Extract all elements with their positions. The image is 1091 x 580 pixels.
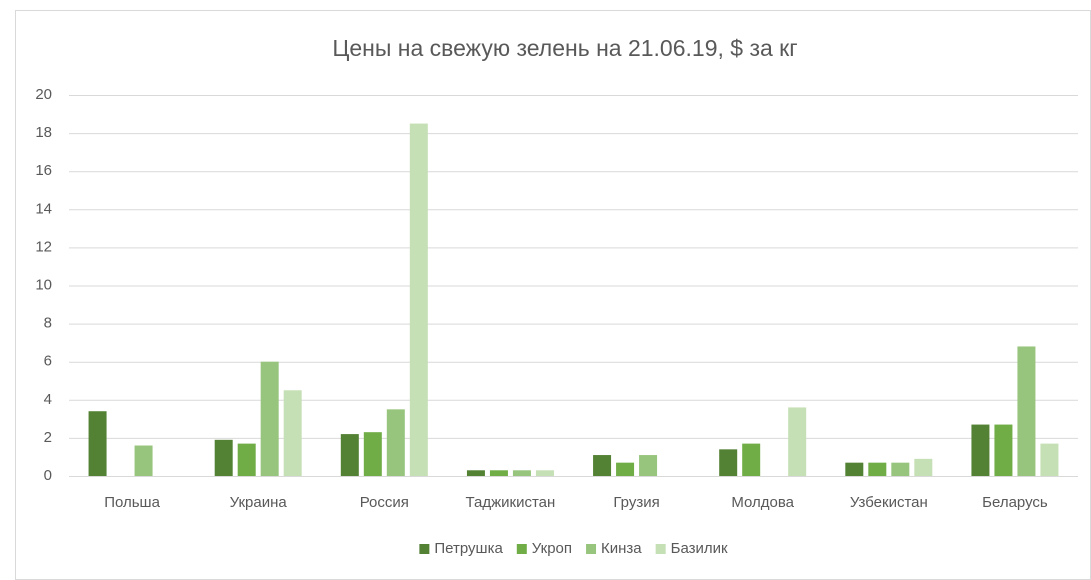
x-tick-label: Россия bbox=[360, 494, 409, 511]
bar bbox=[868, 462, 887, 476]
legend-swatch bbox=[586, 544, 597, 554]
y-tick-label: 20 bbox=[35, 86, 52, 103]
bar bbox=[88, 411, 107, 476]
bar bbox=[535, 470, 554, 476]
y-tick-label: 12 bbox=[35, 238, 52, 255]
y-tick-label: 4 bbox=[44, 391, 52, 408]
bar bbox=[214, 439, 233, 476]
legend-swatch bbox=[516, 544, 527, 554]
y-tick-label: 18 bbox=[35, 124, 52, 141]
legend-label: Петрушка bbox=[434, 540, 503, 557]
bar bbox=[719, 449, 738, 476]
y-tick-label: 8 bbox=[44, 315, 52, 332]
bar bbox=[994, 424, 1013, 476]
legend-label: Базилик bbox=[671, 540, 728, 557]
y-tick-label: 10 bbox=[35, 276, 52, 293]
bar bbox=[788, 407, 807, 476]
bar bbox=[260, 361, 279, 476]
bar bbox=[845, 462, 864, 476]
legend-label: Укроп bbox=[532, 540, 572, 557]
bar bbox=[340, 434, 359, 476]
y-tick-label: 16 bbox=[35, 162, 52, 179]
bar bbox=[971, 424, 990, 476]
x-tick-label: Беларусь bbox=[982, 494, 1048, 511]
y-tick-label: 0 bbox=[44, 467, 52, 484]
bar bbox=[512, 470, 531, 476]
chart-border bbox=[15, 10, 1091, 580]
y-tick-label: 6 bbox=[44, 353, 52, 370]
bar bbox=[1040, 443, 1059, 476]
bar bbox=[616, 462, 635, 476]
bar bbox=[386, 409, 405, 476]
bar bbox=[237, 443, 256, 476]
bar bbox=[1017, 346, 1036, 476]
bar bbox=[466, 470, 485, 476]
bar bbox=[891, 462, 910, 476]
bar bbox=[914, 458, 933, 476]
x-tick-label: Украина bbox=[230, 494, 288, 511]
bar bbox=[134, 445, 153, 476]
bar bbox=[639, 455, 658, 476]
bar bbox=[742, 443, 761, 476]
y-tick-label: 2 bbox=[44, 429, 52, 446]
legend-label: Кинза bbox=[601, 540, 642, 557]
bar bbox=[593, 455, 612, 476]
x-tick-label: Польша bbox=[104, 494, 160, 511]
x-tick-label: Молдова bbox=[731, 494, 794, 511]
chart-title: Цены на свежую зелень на 21.06.19, $ за … bbox=[332, 35, 797, 61]
x-tick-label: Таджикистан bbox=[466, 494, 556, 511]
legend-swatch bbox=[419, 544, 430, 554]
bar bbox=[409, 123, 428, 476]
y-tick-label: 14 bbox=[35, 200, 52, 217]
bar bbox=[489, 470, 508, 476]
x-tick-label: Узбекистан bbox=[850, 494, 928, 511]
bar bbox=[283, 390, 302, 476]
legend-swatch bbox=[655, 544, 666, 554]
x-tick-label: Грузия bbox=[613, 494, 659, 511]
bar bbox=[363, 432, 382, 476]
